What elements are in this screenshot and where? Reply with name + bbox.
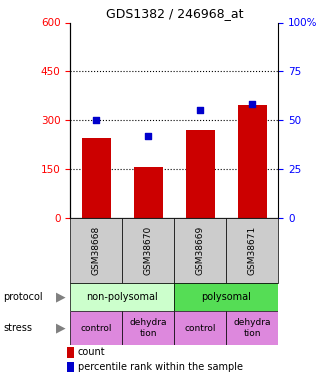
Text: stress: stress: [3, 323, 32, 333]
Bar: [70, 283, 174, 311]
Point: [94, 117, 99, 123]
Bar: [123, 311, 174, 345]
Text: control: control: [185, 324, 216, 333]
Text: GSM38669: GSM38669: [196, 226, 205, 275]
Text: GSM38671: GSM38671: [248, 226, 257, 275]
Text: protocol: protocol: [3, 292, 43, 302]
Text: GSM38668: GSM38668: [92, 226, 101, 275]
Text: count: count: [77, 347, 105, 357]
Text: ▶: ▶: [56, 291, 66, 304]
Bar: [186, 130, 215, 218]
Text: percentile rank within the sample: percentile rank within the sample: [77, 362, 243, 372]
Bar: [123, 217, 174, 283]
Bar: [238, 105, 267, 218]
Bar: [82, 138, 111, 218]
Bar: [227, 311, 278, 345]
Text: polysomal: polysomal: [202, 292, 251, 302]
Text: control: control: [81, 324, 112, 333]
Bar: [227, 217, 278, 283]
Bar: [67, 362, 74, 372]
Text: dehydra
tion: dehydra tion: [234, 318, 271, 338]
Title: GDS1382 / 246968_at: GDS1382 / 246968_at: [106, 7, 243, 20]
Bar: [67, 347, 74, 358]
Point: [146, 133, 151, 139]
Bar: [174, 311, 227, 345]
Bar: [70, 311, 123, 345]
Point: [198, 107, 203, 113]
Bar: [174, 217, 227, 283]
Bar: [70, 217, 123, 283]
Text: ▶: ▶: [56, 322, 66, 334]
Bar: [174, 283, 278, 311]
Bar: [134, 167, 163, 217]
Point: [250, 101, 255, 107]
Text: dehydra
tion: dehydra tion: [130, 318, 167, 338]
Text: non-polysomal: non-polysomal: [86, 292, 158, 302]
Text: GSM38670: GSM38670: [144, 226, 153, 275]
